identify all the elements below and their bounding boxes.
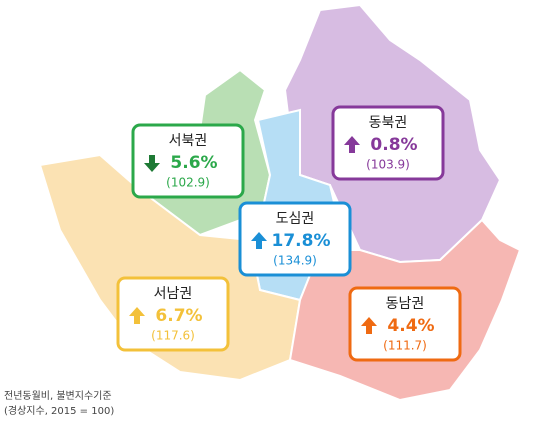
trend-arrow bbox=[251, 232, 267, 249]
region-name: 서남권 bbox=[154, 286, 193, 302]
region-name: 서북권 bbox=[169, 133, 208, 149]
region-label: 동남권 4.4% (111.7) bbox=[348, 286, 462, 362]
region-label: 동북권 0.8% (103.9) bbox=[331, 105, 445, 181]
region-name: 동남권 bbox=[386, 296, 425, 312]
change: 4.4% bbox=[387, 316, 434, 336]
change: 5.6% bbox=[170, 153, 217, 173]
trend-arrow bbox=[344, 136, 360, 153]
index: (117.6) bbox=[151, 329, 195, 343]
note: (경상지수, 2015 = 100) bbox=[4, 404, 114, 417]
label-box bbox=[116, 276, 230, 352]
region-label: 서남권 6.7% (117.6) bbox=[116, 276, 230, 352]
region-label: 도심권 17.8% (134.9) bbox=[238, 201, 352, 277]
region-label: 서북권 5.6% (102.9) bbox=[131, 123, 245, 199]
trend-arrow bbox=[361, 317, 377, 334]
index: (111.7) bbox=[383, 339, 427, 353]
index: (134.9) bbox=[273, 254, 317, 268]
change: 17.8% bbox=[272, 231, 331, 251]
index: (102.9) bbox=[166, 176, 210, 190]
region-name: 동북권 bbox=[369, 115, 408, 131]
label-box bbox=[238, 201, 352, 277]
change: 6.7% bbox=[155, 306, 202, 326]
change: 0.8% bbox=[370, 135, 417, 155]
index: (103.9) bbox=[366, 158, 410, 172]
trend-arrow bbox=[129, 307, 145, 324]
label-box bbox=[348, 286, 462, 362]
note: 전년동월비, 불변지수기준 bbox=[4, 390, 112, 402]
trend-arrow bbox=[144, 155, 160, 172]
label-box bbox=[331, 105, 445, 181]
label-box bbox=[131, 123, 245, 199]
region-name: 도심권 bbox=[276, 211, 315, 227]
